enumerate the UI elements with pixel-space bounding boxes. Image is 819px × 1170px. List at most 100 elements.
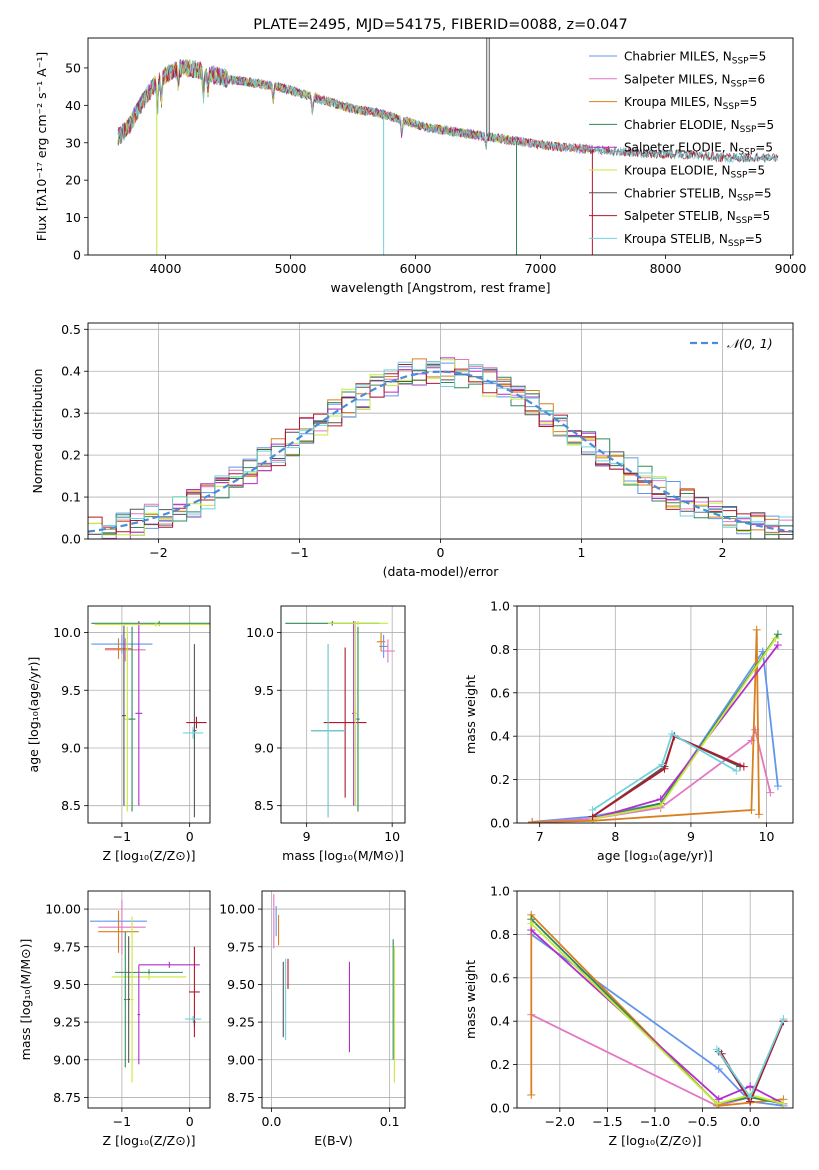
- legend-name: Chabrier MILES, N: [624, 50, 732, 64]
- plot-area-age_vs_mass: [285, 621, 395, 818]
- y-axis-label: mass weight: [463, 675, 478, 754]
- legend-subscript: SSP: [740, 125, 757, 135]
- y-axis-label: mass [log₁₀(M/M⊙)]: [18, 939, 33, 1061]
- y-tick-label: 0.1: [61, 490, 81, 505]
- x-tick-label: −2.0: [545, 1114, 575, 1129]
- legend-suffix: =5: [754, 186, 772, 200]
- spectrum-line: [117, 59, 779, 164]
- y-tick-label: 10: [65, 210, 81, 225]
- axes-frame: [516, 890, 794, 1109]
- y-tick-label: 8.75: [227, 1090, 255, 1105]
- y-tick-label: 10.00: [45, 902, 81, 917]
- axes-weight_vs_z: −2.0 −1.5 −1.0 −0.5 0.0 0.0 0.2 0.4 0.6 0.8 1.0 Z […: [463, 884, 794, 1148]
- axes-frame: [516, 605, 794, 824]
- y-tick-label: 30: [65, 135, 81, 150]
- chart-title: PLATE=2495, MJD=54175, FIBERID=0088, z=0…: [253, 17, 627, 33]
- legend-suffix: =5: [740, 95, 758, 109]
- legend-label: Chabrier MILES, NSSP=5: [624, 50, 766, 67]
- y-tick-label: 9.25: [227, 1015, 255, 1030]
- x-tick-label: 9: [303, 829, 311, 844]
- weight-line: [592, 732, 737, 811]
- plot-area-age_vs_z: [91, 621, 210, 818]
- axes-frame: [280, 605, 406, 824]
- plot-area-weight_vs_z: [527, 910, 788, 1108]
- legend-name: Chabrier ELODIE, N: [624, 118, 740, 132]
- legend-subscript: SSP: [737, 193, 754, 203]
- x-tick-label: −1: [290, 545, 308, 560]
- weight-line: [718, 1020, 785, 1104]
- y-tick-label: 9.50: [53, 977, 81, 992]
- y-tick-label: 10.00: [219, 902, 255, 917]
- legend-name: Kroupa ELODIE, N: [624, 164, 731, 178]
- y-tick-label: 9.0: [61, 740, 81, 755]
- axes-frame: [87, 605, 211, 824]
- y-tick-label: 9.50: [227, 977, 255, 992]
- x-tick-label: 1: [578, 545, 586, 560]
- x-axis-label: E(B-V): [314, 1133, 353, 1148]
- axes-frame: [261, 890, 406, 1109]
- legend-label: Salpeter MILES, NSSP=6: [624, 72, 765, 89]
- y-tick-label: 0.2: [490, 1057, 510, 1072]
- legend-label: Kroupa STELIB, NSSP=5: [624, 232, 762, 249]
- axes-residuals: −2 −1 0 1 2 0.0 0.1 0.2 0.3 0.4 0.5 (data-model)/er…: [30, 322, 794, 579]
- axes-spectrum: 4000 5000 6000 7000 8000 9000 0 10 20 30 40 50 wavel…: [34, 17, 806, 295]
- legend-name: Salpeter MILES, N: [624, 72, 731, 86]
- legend-label: Kroupa MILES, NSSP=5: [624, 95, 757, 112]
- weight-line: [532, 649, 779, 823]
- legend-suffix: =6: [747, 72, 765, 86]
- y-axis-label: age [log₁₀(age/yr)]: [26, 657, 41, 773]
- x-tick-label: 6000: [400, 261, 432, 276]
- y-tick-label: 9.25: [53, 1015, 81, 1030]
- legend-suffix: =5: [755, 141, 773, 155]
- axes-mass_vs_z: −1 0 8.75 9.00 9.25 9.50 9.75 10.00 Z [log₁₀(Z/Z…: [18, 890, 211, 1148]
- x-tick-label: −1.5: [592, 1114, 622, 1129]
- plot-area-weight_vs_age: [528, 625, 782, 823]
- legend-label: Salpeter ELODIE, NSSP=5: [624, 141, 773, 158]
- x-tick-label: 0: [437, 545, 445, 560]
- x-axis-label: Z [log₁₀(Z/Z⊙)]: [103, 848, 196, 863]
- x-tick-label: 0: [186, 829, 194, 844]
- weight-line: [532, 629, 760, 823]
- legend-name: Salpeter STELIB, N: [624, 209, 736, 223]
- y-tick-label: 9.75: [53, 939, 81, 954]
- y-axis-label: mass weight: [463, 960, 478, 1039]
- normal-curve: [88, 370, 793, 533]
- axes-age_vs_z: −1 0 8.5 9.0 9.5 10.0 Z [log₁₀(Z/Z⊙)] age [log₁…: [26, 605, 211, 863]
- x-axis-label: mass [log₁₀(M/M⊙)]: [282, 848, 404, 863]
- x-axis-label: Z [log₁₀(Z/Z⊙)]: [609, 1133, 702, 1148]
- y-tick-label: 0.5: [61, 322, 81, 337]
- y-tick-label: 0.8: [490, 642, 510, 657]
- y-tick-label: 0: [73, 248, 81, 263]
- y-tick-label: 1.0: [490, 884, 510, 899]
- legend-label: 𝒩(0, 1): [727, 336, 773, 351]
- legend-label: Kroupa ELODIE, NSSP=5: [624, 164, 765, 181]
- plot-area-spectrum: [117, 38, 779, 255]
- y-tick-label: 0.0: [490, 1101, 510, 1116]
- x-tick-label: 9: [687, 829, 695, 844]
- y-tick-label: 8.5: [61, 798, 81, 813]
- x-tick-label: −1.0: [640, 1114, 670, 1129]
- legend-name: Kroupa STELIB, N: [624, 232, 728, 246]
- x-axis-label: Z [log₁₀(Z/Z⊙)]: [103, 1133, 196, 1148]
- y-axis-label: Normed distribution: [30, 369, 45, 494]
- weight-line: [530, 918, 784, 1105]
- weight-line: [530, 912, 784, 1107]
- y-tick-label: 0.2: [490, 772, 510, 787]
- y-tick-label: 1.0: [490, 599, 510, 614]
- y-tick-label: 9.5: [61, 683, 81, 698]
- x-tick-label: 0.0: [262, 1114, 282, 1129]
- legend-label: Salpeter STELIB, NSSP=5: [624, 209, 770, 226]
- y-tick-label: 8.75: [53, 1090, 81, 1105]
- x-tick-label: 10: [759, 829, 775, 844]
- legend-subscript: SSP: [731, 171, 748, 181]
- x-tick-label: 0.1: [380, 1114, 400, 1129]
- legend-subscript: SSP: [723, 102, 740, 112]
- x-tick-label: 0: [186, 1114, 194, 1129]
- legend-subscript: SSP: [738, 148, 755, 158]
- legend-label: Chabrier STELIB, NSSP=5: [624, 186, 772, 203]
- y-tick-label: 0.6: [490, 970, 510, 985]
- legend-name: Salpeter ELODIE, N: [624, 141, 738, 155]
- y-tick-label: 0.0: [61, 532, 81, 547]
- x-tick-label: 0.0: [740, 1114, 760, 1129]
- x-tick-label: 7: [536, 829, 544, 844]
